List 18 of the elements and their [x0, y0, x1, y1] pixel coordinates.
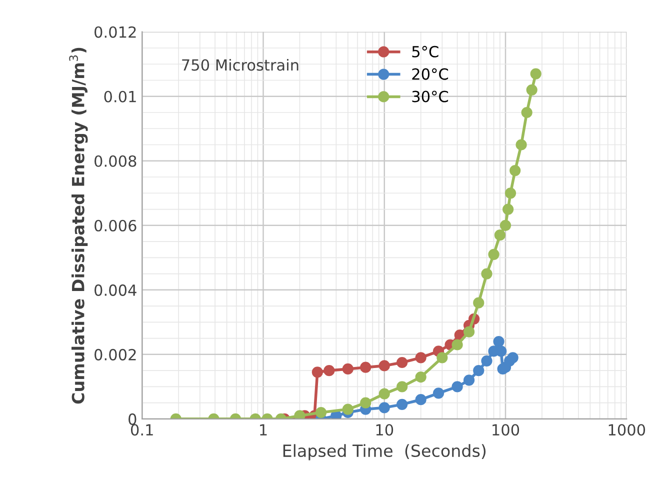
x-tick-label: 1 — [260, 424, 267, 436]
x-tick-label: 1000 — [608, 424, 646, 436]
y-axis-title: Cumulative Dissipated Energy (MJ/m$^{3}$) — [69, 48, 88, 404]
legend-label: 30°C — [412, 90, 448, 102]
annotation: 750 Microstrain — [182, 58, 298, 71]
y-tick-label: 0.002 — [94, 348, 136, 360]
y-tick-label: 0.008 — [94, 155, 136, 167]
legend-label: 20°C — [412, 68, 448, 80]
legend-label: 5°C — [412, 46, 438, 58]
y-tick-label: 0.012 — [94, 26, 136, 38]
y-tick-label: 0.01 — [104, 90, 136, 102]
x-tick-label: 10 — [376, 424, 394, 436]
y-tick-label: 0.006 — [94, 220, 136, 232]
y-tick-label: 0.004 — [94, 284, 136, 296]
x-tick-label: 100 — [492, 424, 520, 436]
y-tick-label: 0 — [128, 413, 136, 425]
x-axis-title: Elapsed Time (Seconds) — [283, 444, 486, 460]
x-tick-label: 0.1 — [130, 424, 153, 436]
